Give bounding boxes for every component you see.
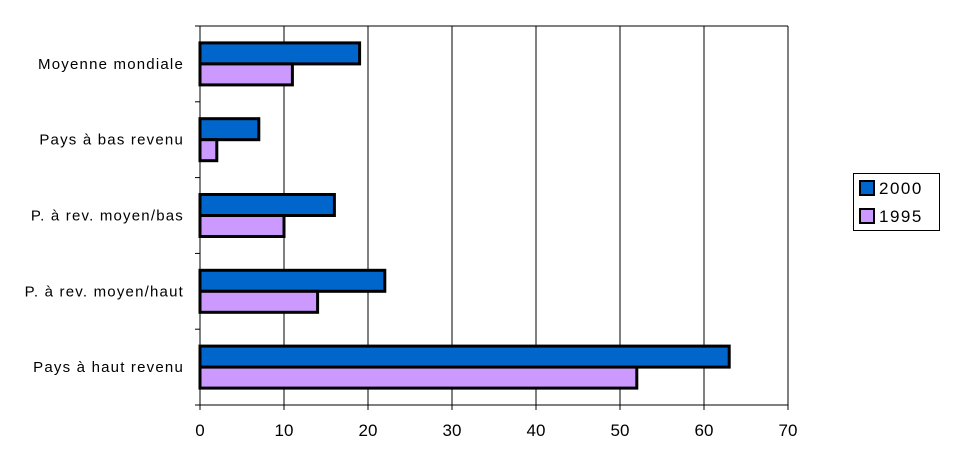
x-tick-labels: 0 10 20 30 40 50 60 70: [195, 421, 797, 440]
bar-1995-1: [198, 138, 219, 163]
category-label: Pays à haut revenu: [33, 359, 184, 376]
bar-2000-4: [198, 344, 731, 369]
grid-lines: [200, 25, 789, 405]
bar-2000-3: [198, 268, 387, 293]
bar-1995-3: [198, 289, 320, 314]
bar-1995-4: [198, 365, 639, 390]
category-label: P. à rev. moyen/haut: [25, 283, 184, 300]
x-tick-label: 40: [527, 421, 546, 440]
x-tick-label: 10: [275, 421, 294, 440]
legend-label-1995: 1995: [879, 207, 923, 226]
category-label: Pays à bas revenu: [39, 132, 184, 149]
category-labels: Moyenne mondiale Pays à bas revenu P. à re…: [25, 56, 184, 376]
x-tick-label: 30: [443, 421, 462, 440]
legend-swatch-1995: [859, 208, 875, 224]
axes: [195, 25, 789, 410]
legend-swatch-2000: [859, 180, 875, 196]
category-label: Moyenne mondiale: [38, 56, 184, 73]
bars: [198, 41, 731, 390]
x-tick-label: 20: [359, 421, 378, 440]
category-label: P. à rev. moyen/bas: [31, 208, 184, 225]
x-tick-label: 60: [695, 421, 714, 440]
bar-2000-2: [198, 193, 336, 217]
x-tick-label: 70: [779, 421, 798, 440]
legend-label-2000: 2000: [879, 179, 923, 198]
x-tick-label: 0: [195, 421, 204, 440]
bar-1995-0: [198, 62, 294, 87]
bar-1995-2: [198, 214, 286, 238]
bar-2000-0: [198, 41, 362, 66]
x-tick-label: 50: [611, 421, 630, 440]
legend: 2000 1995: [853, 173, 940, 231]
bar-2000-1: [198, 117, 261, 142]
